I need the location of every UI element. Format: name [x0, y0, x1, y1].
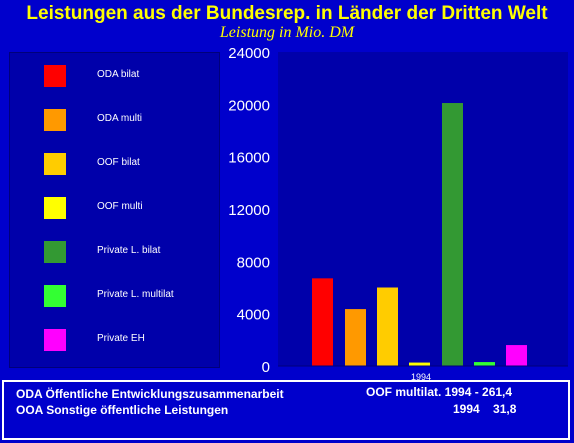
- legend-item: OOF bilat: [10, 153, 219, 177]
- notes-panel: ODA Öffentliche Entwicklungszusammenarbe…: [2, 380, 570, 440]
- legend-swatch: [44, 65, 66, 87]
- bar: [506, 345, 527, 366]
- bar: [345, 309, 366, 366]
- y-tick-label: 20000: [228, 97, 270, 114]
- legend-item: ODA bilat: [10, 65, 219, 89]
- bar: [474, 362, 495, 366]
- bar: [442, 103, 463, 367]
- chart-title: Leistungen aus der Bundesrep. in Länder …: [26, 3, 548, 24]
- note-oda: ODA Öffentliche Entwicklungszusammenarbe…: [16, 387, 284, 401]
- legend-label: ODA bilat: [97, 69, 140, 80]
- y-tick-label: 24000: [228, 45, 270, 62]
- x-tick-label: 1994: [411, 372, 431, 382]
- y-tick-label: 16000: [228, 150, 270, 167]
- note-ooa: OOA Sonstige öffentliche Leistungen: [16, 403, 229, 417]
- chart-subtitle: Leistung in Mio. DM: [219, 24, 355, 41]
- legend-item: Private EH: [10, 329, 219, 353]
- legend-item: Private L. multilat: [10, 285, 219, 309]
- legend-label: OOF bilat: [97, 157, 140, 168]
- legend-label: Private L. multilat: [97, 289, 174, 300]
- legend-swatch: [44, 109, 66, 131]
- legend-item: OOF multi: [10, 197, 219, 221]
- legend-label: ODA multi: [97, 113, 143, 124]
- legend-swatch: [44, 241, 66, 263]
- legend-label: Private EH: [97, 333, 145, 344]
- bar: [377, 287, 398, 366]
- bar: [312, 278, 333, 366]
- y-tick-label: 12000: [228, 202, 270, 219]
- legend-label: Private L. bilat: [97, 245, 161, 256]
- legend: ODA bilat ODA multi OOF bilat OOF multi Priv…: [9, 52, 220, 368]
- legend-swatch: [44, 197, 66, 219]
- legend-swatch: [44, 285, 66, 307]
- y-tick-label: 0: [262, 359, 270, 376]
- legend-item: Private L. bilat: [10, 241, 219, 265]
- legend-swatch: [44, 329, 66, 351]
- note-1994-value: 1994 31,8: [453, 402, 517, 416]
- note-oof-multilat: OOF multilat. 1994 - 261,4: [366, 385, 513, 399]
- y-tick-label: 8000: [237, 254, 270, 271]
- legend-label: OOF multi: [97, 201, 143, 212]
- legend-item: ODA multi: [10, 109, 219, 133]
- legend-swatch: [44, 153, 66, 175]
- bar: [409, 362, 430, 366]
- y-tick-label: 4000: [237, 307, 270, 324]
